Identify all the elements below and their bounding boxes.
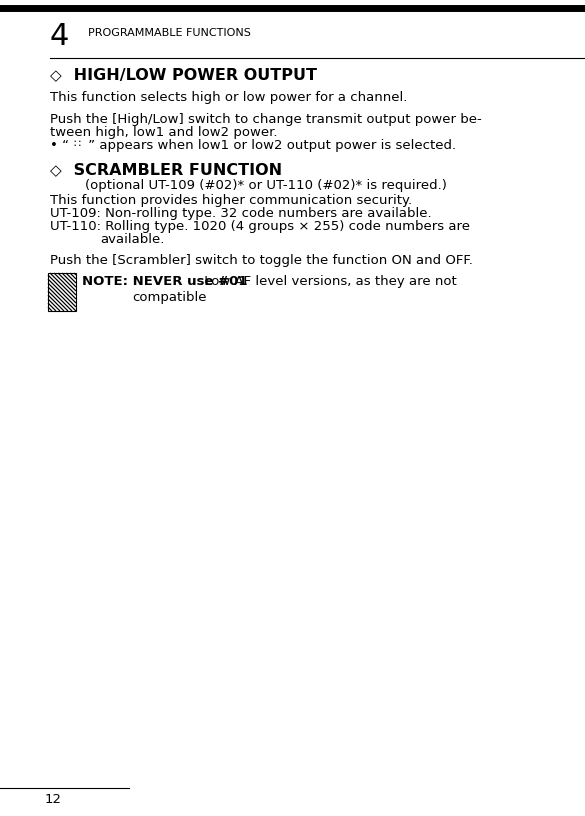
- Text: This function provides higher communication security.: This function provides higher communicat…: [50, 194, 412, 207]
- Text: HIGH/LOW POWER OUTPUT: HIGH/LOW POWER OUTPUT: [68, 68, 317, 83]
- Text: ◇: ◇: [50, 163, 62, 178]
- Bar: [48, 273, 76, 311]
- Text: UT-110: Rolling type. 1020 (4 groups × 255) code numbers are: UT-110: Rolling type. 1020 (4 groups × 2…: [50, 220, 470, 233]
- Text: Push the [Scrambler] switch to toggle the function ON and OFF.: Push the [Scrambler] switch to toggle th…: [50, 254, 473, 267]
- Text: compatible: compatible: [132, 291, 207, 304]
- Text: 12: 12: [45, 793, 62, 806]
- Text: tween high, low1 and low2 power.: tween high, low1 and low2 power.: [50, 126, 277, 139]
- Text: This function selects high or low power for a channel.: This function selects high or low power …: [50, 91, 407, 104]
- Text: Low AF level versions, as they are not: Low AF level versions, as they are not: [200, 275, 457, 288]
- Text: ” appears when low1 or low2 output power is selected.: ” appears when low1 or low2 output power…: [84, 139, 456, 152]
- Text: NOTE: NEVER use #01: NOTE: NEVER use #01: [82, 275, 247, 288]
- Text: 4: 4: [50, 22, 70, 51]
- Text: PROGRAMMABLE FUNCTIONS: PROGRAMMABLE FUNCTIONS: [88, 28, 251, 38]
- Text: ◇: ◇: [50, 68, 62, 83]
- Text: Push the [High/Low] switch to change transmit output power be-: Push the [High/Low] switch to change tra…: [50, 113, 482, 126]
- Text: available.: available.: [100, 233, 164, 246]
- Text: UT-109: Non-rolling type. 32 code numbers are available.: UT-109: Non-rolling type. 32 code number…: [50, 207, 432, 220]
- Text: • “: • “: [50, 139, 69, 152]
- Text: ∷: ∷: [73, 139, 80, 149]
- Text: (optional UT-109 (#02)* or UT-110 (#02)* is required.): (optional UT-109 (#02)* or UT-110 (#02)*…: [68, 179, 447, 192]
- Text: SCRAMBLER FUNCTION: SCRAMBLER FUNCTION: [68, 163, 282, 178]
